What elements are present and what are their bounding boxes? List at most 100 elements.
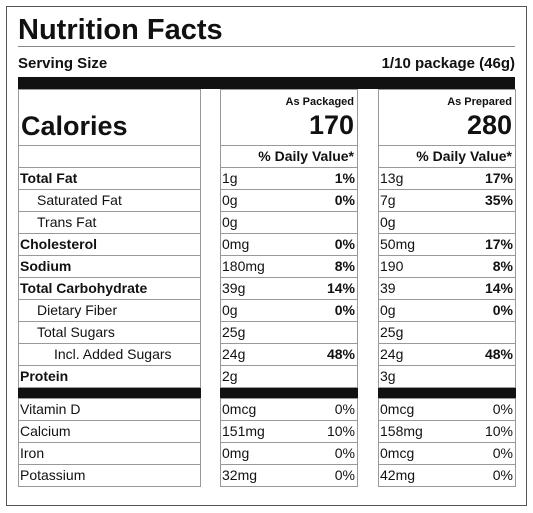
dv-header: % Daily Value*	[416, 148, 512, 164]
daily-value: 10%	[326, 423, 355, 439]
thick-bar	[18, 77, 515, 89]
daily-value: 35%	[484, 192, 513, 208]
column-header: As Packaged 170	[220, 89, 358, 146]
calories-value: 170	[308, 110, 354, 140]
dv-header: % Daily Value*	[258, 148, 354, 164]
amount: 190	[380, 258, 404, 274]
value-cell: 3g	[378, 365, 516, 388]
nutrient-name: Total Carbohydrate	[20, 280, 148, 296]
amount: 42mg	[380, 467, 416, 483]
value-cell: 190 8%	[378, 255, 516, 278]
thick-bar	[18, 388, 201, 398]
daily-value: 8%	[492, 258, 513, 274]
amount: 0g	[380, 302, 396, 318]
column-header: As Prepared 280	[378, 89, 516, 146]
daily-value: 0%	[492, 401, 513, 417]
amount: 50mg	[380, 236, 416, 252]
row-label-cell: Vitamin D	[18, 398, 201, 421]
amount: 3g	[380, 368, 396, 384]
row-label-cell: Calcium	[18, 420, 201, 443]
value-cell: 7g 35%	[378, 189, 516, 212]
amount: 0mg	[222, 445, 250, 461]
row-label-cell: Potassium	[18, 464, 201, 487]
calories-label: Calories	[21, 111, 128, 141]
calories-value: 280	[466, 110, 512, 140]
value-cell: 13g 17%	[378, 167, 516, 190]
amount: 180mg	[222, 258, 265, 274]
column-label: As Prepared	[447, 96, 512, 108]
calories-cell: Calories	[18, 89, 201, 146]
value-cell: 0g 0%	[220, 189, 358, 212]
nutrient-name: Calcium	[20, 423, 71, 439]
nutrient-name: Sodium	[20, 258, 72, 274]
nutrient-name: Total Fat	[20, 170, 78, 186]
amount: 24g	[380, 346, 404, 362]
amount: 7g	[380, 192, 396, 208]
thick-bar	[378, 388, 516, 398]
serving-label: Serving Size	[18, 55, 108, 72]
amount: 151mg	[222, 423, 265, 439]
amount: 2g	[222, 368, 238, 384]
daily-value: 0%	[334, 236, 355, 252]
dv-header-cell: % Daily Value*	[220, 145, 358, 168]
daily-value: 8%	[334, 258, 355, 274]
value-cell: 32mg 0%	[220, 464, 358, 487]
serving-value: 1/10 package (46g)	[381, 55, 515, 72]
value-cell: 50mg 17%	[378, 233, 516, 256]
daily-value: 0%	[334, 401, 355, 417]
value-cell: 151mg 10%	[220, 420, 358, 443]
nutrient-name: Iron	[20, 445, 45, 461]
daily-value: 17%	[484, 170, 513, 186]
nutrient-name: Dietary Fiber	[37, 302, 118, 318]
row-label-cell: Protein	[18, 365, 201, 388]
amount: 13g	[380, 170, 404, 186]
daily-value: 0%	[492, 467, 513, 483]
value-cell: 0mg 0%	[220, 233, 358, 256]
row-label-cell: Sodium	[18, 255, 201, 278]
title: Nutrition Facts	[18, 14, 223, 46]
amount: 32mg	[222, 467, 258, 483]
value-cell: 180mg 8%	[220, 255, 358, 278]
row-label-cell: Total Carbohydrate	[18, 277, 201, 300]
amount: 0mcg	[222, 401, 257, 417]
row-label-cell: Incl. Added Sugars	[18, 343, 201, 366]
row-label-cell: Saturated Fat	[18, 189, 201, 212]
amount: 0mg	[222, 236, 250, 252]
row-label-cell: Dietary Fiber	[18, 299, 201, 322]
daily-value: 0%	[334, 445, 355, 461]
value-cell: 39g 14%	[220, 277, 358, 300]
nutrient-name: Saturated Fat	[37, 192, 122, 208]
value-cell: 0mcg 0%	[220, 398, 358, 421]
value-cell: 42mg 0%	[378, 464, 516, 487]
amount: 24g	[222, 346, 246, 362]
title-rule	[18, 46, 515, 47]
amount: 0g	[380, 214, 396, 230]
daily-value: 48%	[484, 346, 513, 362]
daily-value: 0%	[492, 445, 513, 461]
nutrient-name: Incl. Added Sugars	[54, 346, 172, 362]
amount: 0mcg	[380, 401, 415, 417]
value-cell: 1g 1%	[220, 167, 358, 190]
row-label-cell: Cholesterol	[18, 233, 201, 256]
thick-bar	[220, 388, 358, 398]
row-label-cell: Total Sugars	[18, 321, 201, 344]
amount: 39g	[222, 280, 246, 296]
amount: 0mcg	[380, 445, 415, 461]
nutrient-name: Trans Fat	[37, 214, 97, 230]
amount: 39	[380, 280, 396, 296]
nutrient-name: Protein	[20, 368, 69, 384]
value-cell: 0g	[220, 211, 358, 234]
daily-value: 0%	[334, 467, 355, 483]
daily-value: 0%	[334, 302, 355, 318]
nutrient-name: Potassium	[20, 467, 86, 483]
amount: 0g	[222, 214, 238, 230]
daily-value: 10%	[484, 423, 513, 439]
nutrient-name: Total Sugars	[37, 324, 115, 340]
value-cell: 25g	[220, 321, 358, 344]
frame	[6, 6, 527, 506]
row-label-cell: Iron	[18, 442, 201, 465]
amount: 25g	[380, 324, 404, 340]
blank-cell	[18, 145, 201, 168]
daily-value: 0%	[492, 302, 513, 318]
